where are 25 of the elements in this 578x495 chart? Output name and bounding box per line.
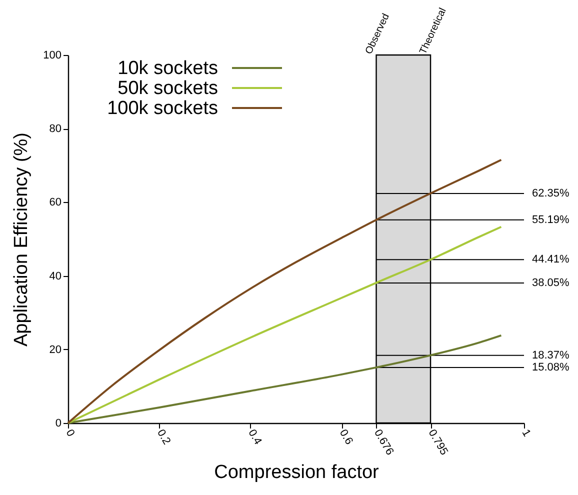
ref-line-label: 15.08% [532, 362, 570, 374]
y-tick-label: 0 [55, 418, 62, 430]
y-tick-label: 80 [49, 123, 62, 136]
x-tick-label: 0 [63, 428, 77, 439]
x-tick-label: 1 [519, 428, 533, 439]
ref-line-label: 18.37% [532, 349, 570, 362]
x-tick-label: 0.2 [154, 428, 173, 447]
x-axis-title: Compression factor [214, 462, 380, 483]
y-tick-label: 100 [43, 50, 62, 62]
ref-line-label: 44.41% [532, 254, 570, 266]
x-tick-label: 0.4 [246, 428, 264, 447]
ref-line-label: 62.35% [532, 188, 570, 200]
line-series [67, 158, 502, 424]
y-tick-label: 60 [49, 196, 62, 209]
legend-label: 100k sockets [107, 98, 218, 119]
y-tick-label: 20 [49, 344, 62, 356]
x-tick-label: 0.6 [336, 428, 355, 447]
ref-line-label: 38.05% [532, 276, 570, 289]
legend-label: 50k sockets [118, 78, 218, 99]
ref-line-label: 55.19% [532, 214, 570, 226]
y-tick-label: 40 [49, 270, 62, 282]
line-series [67, 334, 502, 424]
y-axis-title: Application Efficiency (%) [11, 132, 32, 347]
legend-label: 10k sockets [118, 58, 218, 79]
line-series [67, 226, 502, 424]
